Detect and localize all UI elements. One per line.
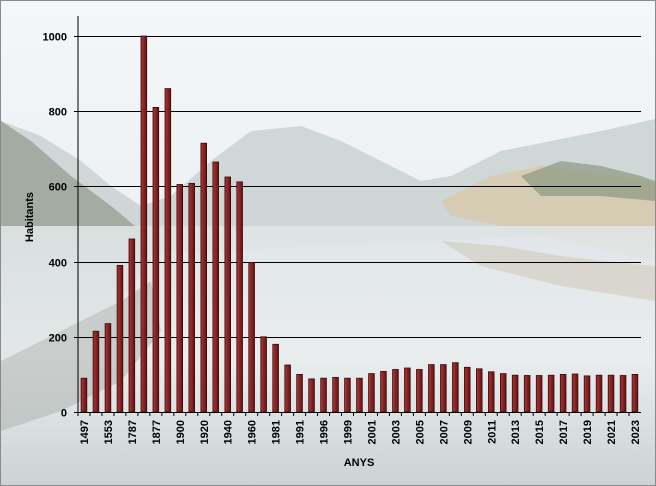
x-tick-label: 2001 [367,420,379,444]
bar [380,370,387,413]
bar [475,368,483,413]
bar [607,374,615,413]
bar [284,364,291,413]
bar [308,378,315,413]
bar [128,238,136,413]
bar [164,88,172,413]
x-tick-label: 2019 [582,420,594,444]
bar [487,371,495,413]
bar [176,184,183,413]
y-tick-label: 0 [61,408,67,420]
bar [523,375,531,413]
bar [236,181,243,413]
x-tick-label: 2013 [510,420,522,444]
bar [511,374,519,413]
bar [571,373,579,413]
y-tick-label: 600 [49,182,67,194]
bar [416,369,423,413]
bar [559,373,567,413]
x-tick-label: 1981 [271,420,283,444]
x-tick-label: 2003 [390,420,402,444]
x-tick-label: 1877 [151,420,163,444]
bar [140,35,148,413]
x-tick-label: 1920 [199,420,211,444]
bar [260,336,267,413]
bar [116,264,124,413]
bar [547,374,555,413]
y-tick-label: 800 [49,107,67,119]
x-tick-label: 2015 [534,420,546,444]
y-tick-label: 1000 [43,32,67,44]
x-tick-label: 1991 [295,420,307,444]
bar [272,343,279,413]
y-tick-label: 200 [49,333,67,345]
bar [595,374,603,413]
bar [619,375,627,413]
bar [428,364,435,413]
bar [499,373,507,413]
bar [248,261,255,413]
bar [452,362,459,413]
bar [188,182,195,413]
bar [404,367,411,413]
bar [224,176,231,413]
bar [392,369,399,413]
bar [320,377,327,413]
bar [296,373,303,413]
x-tick-label: 1900 [175,420,187,444]
bar [356,377,363,413]
x-axis-title: ANYS [344,457,375,469]
x-tick-label: 1996 [319,420,331,444]
bar [583,375,591,413]
bar [463,366,471,413]
bar [104,323,112,413]
x-tick-label: 1960 [247,420,259,444]
bar [344,377,351,413]
x-tick-label: 1999 [343,420,355,444]
bar [368,373,375,413]
x-tick-label: 1940 [223,420,235,444]
bar [535,375,543,413]
gridlines [78,36,641,338]
y-axis-title: Habitants [24,192,36,242]
x-tick-label: 2017 [558,420,570,444]
bar [92,330,100,413]
bar [212,161,219,413]
x-tick-label: 2005 [414,420,426,444]
x-tick-label: 1787 [127,420,139,444]
x-tick-label: 1553 [103,420,115,444]
bar [80,377,88,413]
bar [332,376,339,413]
bar [440,364,447,413]
x-axis-ticks: 1497 1553 1787 1877 1900 1920 1940 1960 1981 1991… [77,412,642,444]
x-tick-label: 2011 [486,420,498,444]
x-tick-label: 1497 [79,420,91,444]
x-tick-label: 2009 [462,420,474,444]
x-tick-label: 2023 [630,420,642,444]
y-tick-label: 400 [49,258,67,270]
x-tick-label: 2007 [438,420,450,444]
y-axis-ticks: 0 200 400 600 800 1000 [43,32,78,420]
bar [200,142,207,413]
bar [631,373,639,413]
x-tick-label: 2021 [606,420,618,444]
bar [152,107,160,413]
